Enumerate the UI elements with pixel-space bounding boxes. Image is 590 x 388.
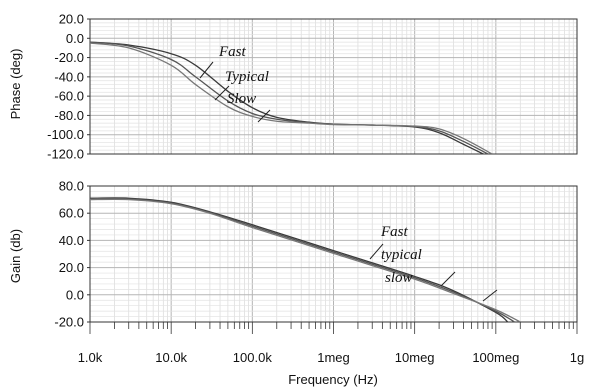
x-tick-label: 10.0k xyxy=(155,350,187,365)
series-line-typical xyxy=(90,197,515,322)
x-tick-label: 100.0k xyxy=(233,350,273,365)
annotation-phase-slow: Slow xyxy=(227,91,256,107)
y-tick-label: -20.0 xyxy=(54,315,84,330)
gain-plot-panel: 80.0 60.0 40.0 20.0 0.0 -20.0 1.0k 10.0k 100.0k 1… xyxy=(54,179,584,366)
leader-phase-fast xyxy=(199,61,214,79)
plot-frame xyxy=(89,18,578,155)
x-tick-label: 1.0k xyxy=(78,350,103,365)
y-tick-label: -20.0 xyxy=(54,50,84,65)
y-tick-label: -60.0 xyxy=(54,89,84,104)
leader-gain-typical xyxy=(440,271,456,287)
annotation-gain-slow: slow xyxy=(385,270,413,286)
series-line-fast xyxy=(90,41,484,154)
y-tick-label: 40.0 xyxy=(59,233,84,248)
y-tick-label: 20.0 xyxy=(59,260,84,275)
annotation-gain-fast: Fast xyxy=(380,224,409,240)
series-line-slow xyxy=(90,42,493,154)
y-tick-label: 60.0 xyxy=(59,206,84,221)
x-tick-label: 1meg xyxy=(317,350,350,365)
x-axis-label: Frequency (Hz) xyxy=(288,372,378,387)
series-line-typical xyxy=(90,41,489,154)
annotation-gain-typical: typical xyxy=(381,247,422,263)
annotation-phase-typical: Typical xyxy=(225,69,269,85)
y-tick-label: 0.0 xyxy=(66,287,84,302)
series-line-fast xyxy=(90,197,509,322)
leader-gain-slow xyxy=(482,289,498,302)
y-tick-label: 20.0 xyxy=(59,12,84,27)
y-tick-label: -100.0 xyxy=(47,127,84,142)
leader-phase-typical xyxy=(214,85,230,101)
leader-phase-slow xyxy=(257,109,271,123)
y-tick-label: -120.0 xyxy=(47,147,84,162)
gain-y-axis-label: Gain (db) xyxy=(8,229,23,283)
leader-gain-fast xyxy=(369,243,384,260)
x-tick-label: 1g xyxy=(570,350,584,365)
x-tick-label: 100meg xyxy=(472,350,519,365)
y-tick-label: -80.0 xyxy=(54,108,84,123)
phase-y-axis-label: Phase (deg) xyxy=(8,49,23,120)
y-tick-label: 80.0 xyxy=(59,179,84,194)
y-tick-label: 0.0 xyxy=(66,31,84,46)
y-tick-label: -40.0 xyxy=(54,69,84,84)
phase-plot-panel: 20.0 0.0 -20.0 -40.0 -60.0 -80.0 -100.0 -120.0 xyxy=(47,12,578,162)
x-tick-label: 10meg xyxy=(395,350,435,365)
series-line-slow xyxy=(90,198,521,322)
annotation-phase-fast: Fast xyxy=(218,44,247,60)
